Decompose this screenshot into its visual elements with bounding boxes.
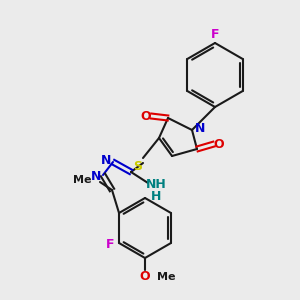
Text: N: N (91, 169, 101, 182)
Text: F: F (106, 238, 114, 251)
Text: F: F (211, 28, 219, 40)
Text: N: N (101, 154, 111, 167)
Text: O: O (214, 137, 224, 151)
Text: N: N (195, 122, 205, 134)
Text: NH: NH (146, 178, 167, 190)
Text: O: O (140, 271, 150, 284)
Text: O: O (141, 110, 151, 122)
Text: Me: Me (73, 175, 91, 185)
Text: Me: Me (157, 272, 176, 282)
Text: S: S (134, 160, 142, 173)
Text: H: H (151, 190, 161, 202)
